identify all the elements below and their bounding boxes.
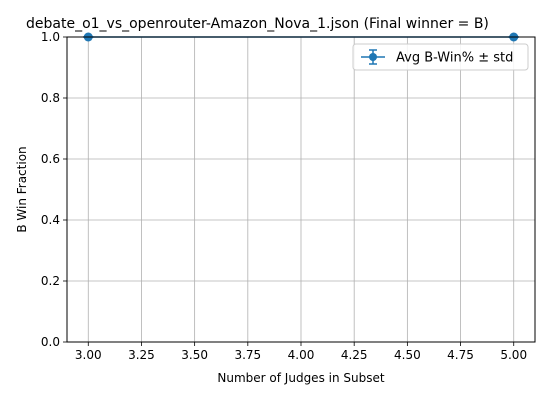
x-tick-label: 4.25 <box>341 348 368 362</box>
chart-title: debate_o1_vs_openrouter-Amazon_Nova_1.js… <box>26 16 489 32</box>
y-axis-ticks: 0.0 0.2 0.4 0.6 0.8 1.0 <box>41 30 67 349</box>
grid-lines <box>67 36 535 343</box>
legend: Avg B-Win% ± std <box>352 43 529 71</box>
y-tick-label: 1.0 <box>41 30 60 44</box>
x-axis-label: Number of Judges in Subset <box>217 371 384 385</box>
x-tick-label: 3.50 <box>181 348 208 362</box>
x-tick-label: 3.00 <box>75 348 102 362</box>
x-axis-ticks: 3.00 3.25 3.50 3.75 4.00 4.25 4.50 4.75 5.00 <box>75 342 527 362</box>
x-tick-label: 3.25 <box>128 348 155 362</box>
y-tick-label: 0.2 <box>41 274 60 288</box>
y-tick-label: 0.4 <box>41 213 60 227</box>
x-tick-label: 4.50 <box>394 348 421 362</box>
legend-box <box>352 43 529 71</box>
y-tick-label: 0.8 <box>41 91 60 105</box>
x-tick-label: 4.75 <box>447 348 474 362</box>
y-axis-label: B Win Fraction <box>15 146 29 232</box>
y-tick-label: 0.0 <box>41 335 60 349</box>
legend-swatch-marker <box>369 53 377 61</box>
x-tick-label: 3.75 <box>234 348 261 362</box>
x-tick-label: 5.00 <box>500 348 527 362</box>
y-tick-label: 0.6 <box>41 152 60 166</box>
x-tick-label: 4.00 <box>288 348 315 362</box>
legend-label: Avg B-Win% ± std <box>396 51 513 66</box>
